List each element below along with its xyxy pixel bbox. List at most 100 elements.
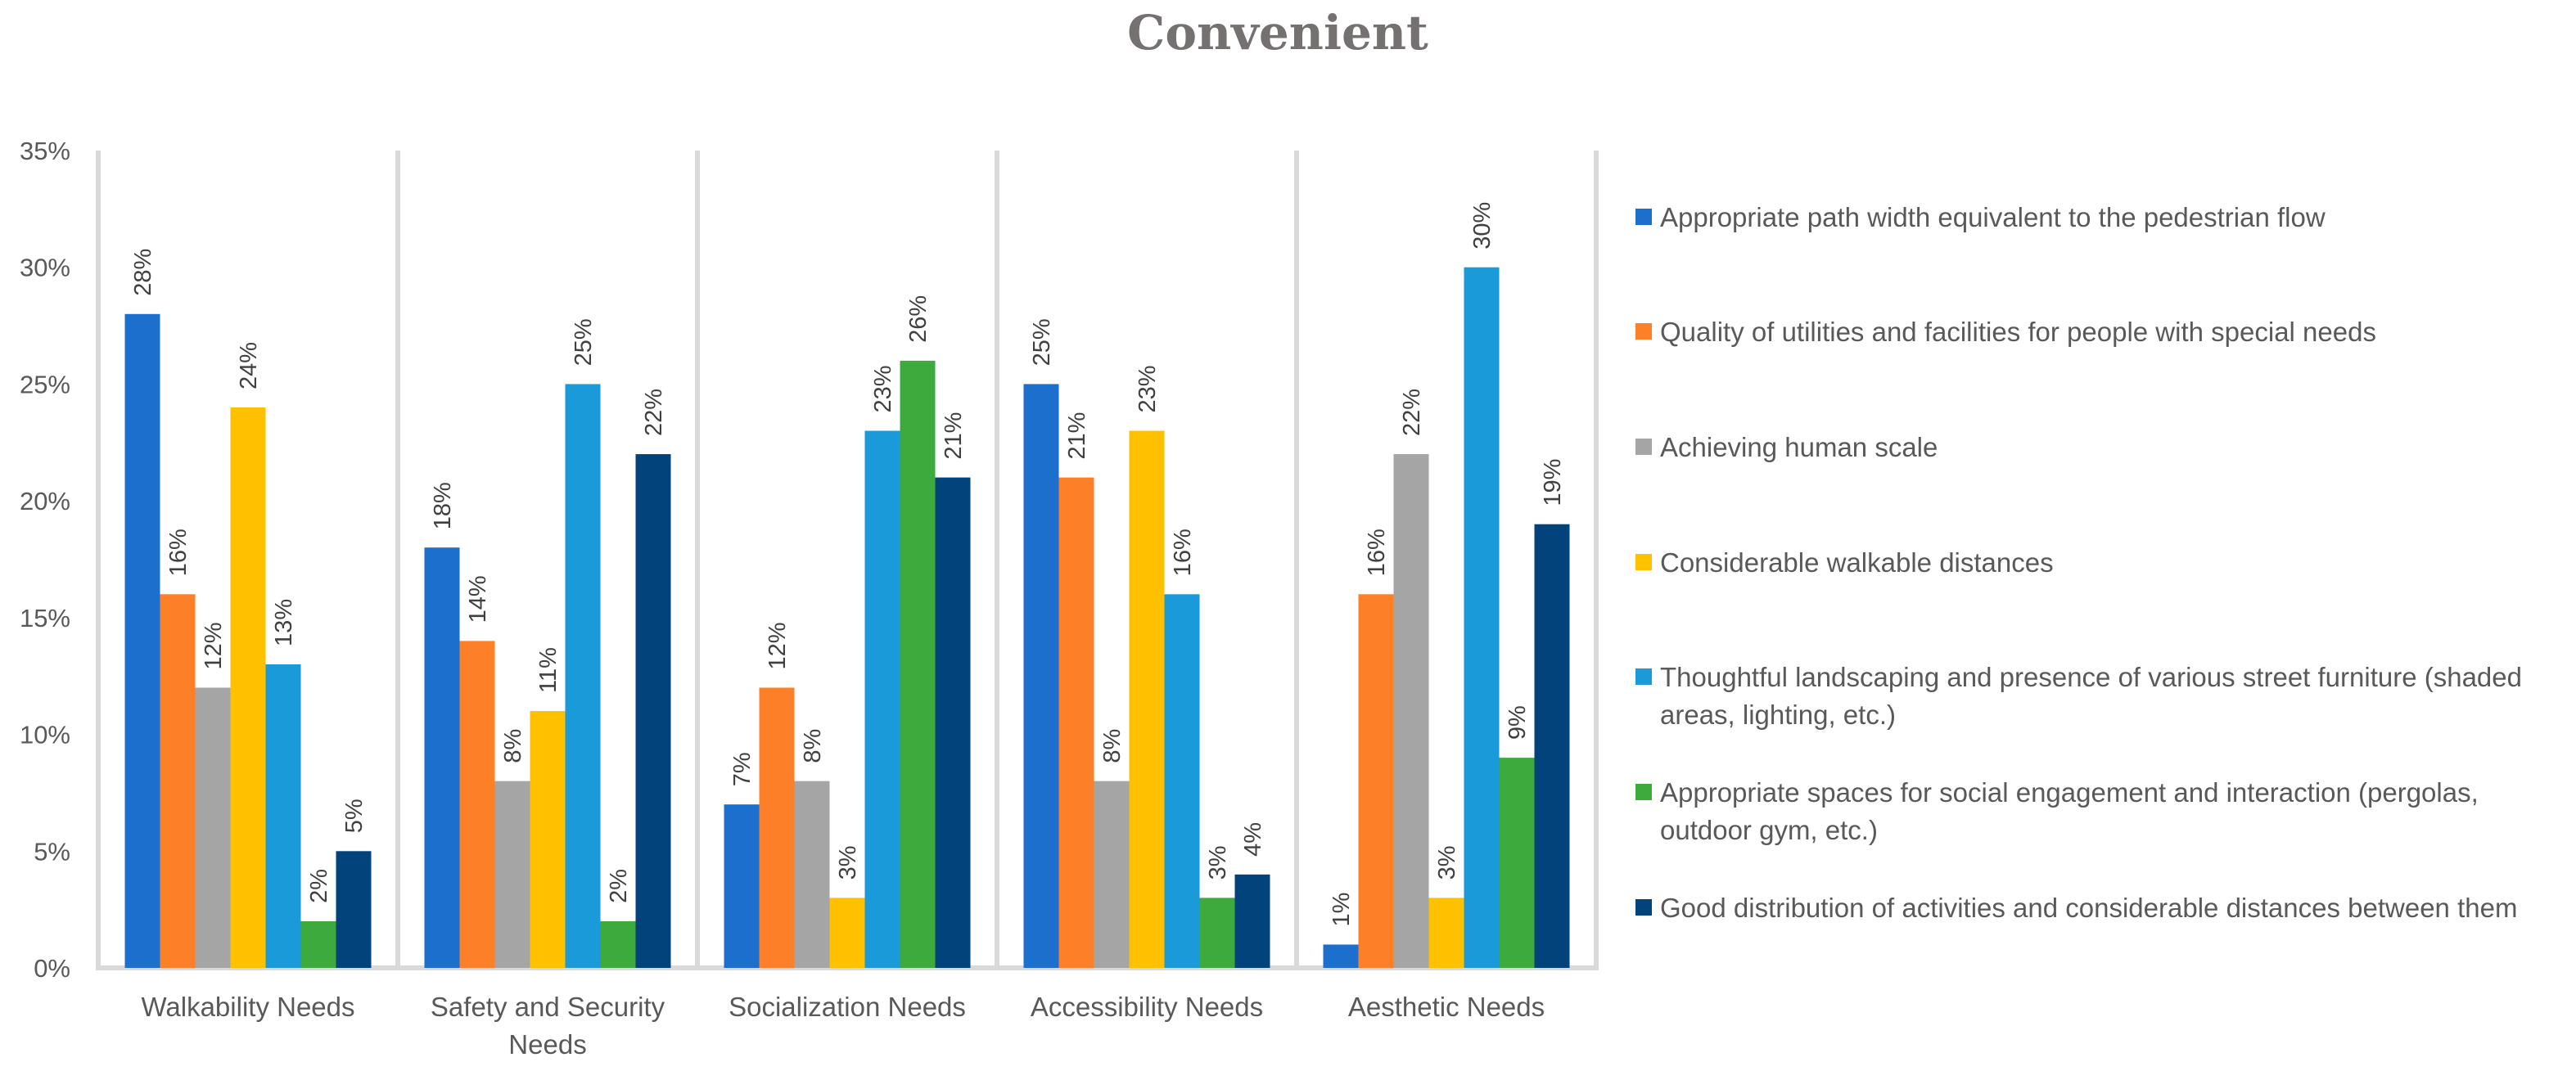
legend-label: Good distribution of activities and cons… (1660, 893, 2517, 923)
bar (1393, 454, 1429, 968)
bar-data-label: 13% (271, 599, 297, 646)
bar (160, 594, 196, 968)
bar (1464, 267, 1500, 968)
bar-data-label: 16% (1364, 529, 1390, 576)
legend-swatch (1635, 784, 1652, 800)
bar (935, 477, 971, 968)
bar (600, 920, 636, 968)
legend-label: outdoor gym, etc.) (1660, 815, 1878, 845)
chart-title: Convenient (1127, 5, 1428, 61)
legend-swatch (1635, 899, 1652, 916)
bar-data-label: 8% (500, 729, 526, 763)
legend-swatch (1635, 668, 1652, 685)
bar (1234, 874, 1270, 968)
category-label: Needs (508, 1029, 586, 1060)
bar (1164, 594, 1200, 968)
y-tick-label: 10% (20, 721, 70, 749)
bar (1129, 430, 1165, 968)
bar-data-label: 25% (1029, 318, 1055, 366)
bar-data-label: 14% (465, 575, 491, 623)
bar-data-label: 30% (1469, 202, 1496, 250)
bar (724, 804, 760, 968)
bar-data-label: 3% (1205, 845, 1231, 880)
bar-data-label: 2% (306, 869, 332, 903)
bar (230, 407, 266, 968)
bar (265, 664, 301, 968)
bar-data-label: 2% (606, 869, 632, 903)
bar (1094, 781, 1130, 968)
bar-data-label: 21% (941, 412, 967, 460)
bar-data-label: 8% (1099, 729, 1126, 763)
bar (1023, 384, 1059, 968)
y-tick-label: 30% (20, 254, 70, 282)
legend-swatch (1635, 439, 1652, 455)
y-tick-label: 35% (20, 137, 70, 165)
legend-swatch (1635, 323, 1652, 340)
bar-data-label: 7% (729, 752, 756, 786)
bar-data-label: 18% (430, 482, 456, 529)
bar (1199, 898, 1235, 968)
bar-data-label: 3% (835, 845, 861, 880)
legend-swatch (1635, 209, 1652, 225)
bar-data-label: 25% (571, 318, 597, 366)
bar-data-label: 23% (870, 365, 896, 412)
legend-label: Considerable walkable distances (1660, 547, 2054, 578)
x-axis: Walkability Needs Safety and Security Need… (141, 992, 1545, 1060)
legend-label: Achieving human scale (1660, 432, 1938, 462)
bar (1499, 758, 1535, 968)
bar-data-label: 5% (341, 799, 368, 833)
legend-label: Appropriate path width equivalent to the… (1660, 202, 2326, 232)
bars (124, 267, 1570, 968)
bar (864, 430, 900, 968)
legend-label: areas, lighting, etc.) (1660, 700, 1896, 730)
bar-data-label: 12% (201, 622, 227, 669)
y-tick-label: 25% (20, 370, 70, 398)
bar-data-label: 9% (1505, 705, 1531, 740)
bar (900, 360, 936, 968)
bar (195, 687, 231, 968)
y-axis: 0% 5% 10% 15% 20% 25% 30% 35% (20, 137, 70, 983)
bar (1058, 477, 1094, 968)
bar-data-label: 12% (765, 622, 791, 669)
bar-data-label: 22% (641, 389, 667, 436)
bar-data-label: 3% (1434, 845, 1460, 880)
bar (494, 781, 530, 968)
legend: Appropriate path width equivalent to the… (1635, 202, 2522, 923)
data-labels: 28% 18% 7% 25% 1% 16% 14% 12% 21% 16% 12% 8% 8% 8% 22%… (130, 202, 1566, 927)
y-tick-label: 20% (20, 487, 70, 515)
bar-data-label: 22% (1399, 389, 1425, 436)
bar (759, 687, 795, 968)
bar-data-label: 19% (1540, 459, 1566, 506)
bar-data-label: 4% (1240, 822, 1266, 857)
category-label: Aesthetic Needs (1348, 992, 1545, 1022)
category-label: Walkability Needs (141, 992, 354, 1022)
bar-data-label: 21% (1064, 412, 1090, 460)
bar (794, 781, 830, 968)
bar (300, 920, 336, 968)
bar-data-label: 26% (905, 295, 932, 343)
bar (1323, 944, 1359, 968)
bar (124, 313, 160, 968)
bar-data-label: 16% (1170, 529, 1196, 576)
bar (1534, 524, 1570, 968)
bar (1358, 594, 1394, 968)
bar (459, 641, 495, 968)
bar (336, 851, 372, 968)
category-label: Safety and Security (431, 992, 665, 1022)
bar-data-label: 11% (535, 647, 562, 693)
category-label: Accessibility Needs (1031, 992, 1263, 1022)
y-tick-label: 15% (20, 604, 70, 632)
bar-data-label: 8% (800, 729, 826, 763)
category-label: Socialization Needs (729, 992, 966, 1022)
bar-data-label: 28% (130, 249, 156, 296)
y-tick-label: 5% (34, 837, 70, 866)
bar-data-label: 23% (1135, 365, 1161, 412)
legend-swatch (1635, 554, 1652, 570)
bar-data-label: 1% (1329, 893, 1355, 927)
bar (1428, 898, 1464, 968)
legend-label: Thoughtful landscaping and presence of v… (1660, 662, 2522, 692)
bar (565, 384, 601, 968)
legend-label: Appropriate spaces for social engagement… (1660, 777, 2479, 808)
